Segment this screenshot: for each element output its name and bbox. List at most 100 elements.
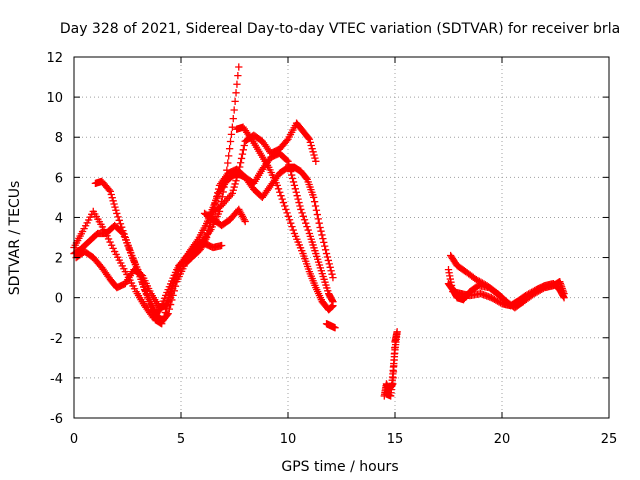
data-point — [323, 284, 331, 292]
data-point — [288, 174, 297, 183]
data-point — [274, 185, 283, 193]
data-point — [296, 202, 304, 210]
data-point — [167, 284, 176, 293]
data-point — [310, 151, 318, 159]
data-point — [283, 209, 291, 217]
data-point — [228, 189, 237, 198]
data-point — [113, 209, 121, 218]
series-pass-i — [380, 328, 401, 400]
data-point — [320, 275, 328, 283]
data-point — [316, 223, 324, 232]
data-point — [166, 287, 175, 296]
data-point — [291, 232, 300, 241]
data-point — [278, 195, 286, 203]
data-point — [325, 260, 333, 268]
data-point — [280, 202, 289, 210]
data-point — [391, 338, 399, 346]
data-point — [302, 219, 310, 227]
x-tick-label: 10 — [280, 432, 297, 447]
series-pass-g — [200, 205, 249, 230]
data-point — [323, 253, 332, 261]
data-point — [276, 188, 284, 196]
data-point — [321, 246, 330, 254]
data-point — [298, 247, 306, 255]
data-point — [233, 173, 241, 182]
data-point — [112, 206, 120, 214]
y-tick-label: -6 — [50, 412, 63, 427]
data-point — [163, 311, 171, 319]
data-point — [235, 167, 243, 175]
data-point — [304, 226, 312, 234]
data-point — [225, 145, 234, 153]
data-point — [286, 164, 294, 172]
chart-title: Day 328 of 2021, Sidereal Day-to-day VTE… — [60, 21, 620, 37]
data-point — [329, 273, 337, 282]
data-point — [164, 296, 172, 304]
x-tick-label: 25 — [601, 432, 618, 447]
data-point — [238, 150, 247, 158]
data-point — [313, 252, 321, 261]
data-point — [304, 134, 313, 142]
x-tick-label: 15 — [387, 432, 404, 447]
data-point — [314, 255, 322, 263]
y-tick-label: 6 — [55, 171, 63, 186]
data-point — [110, 200, 118, 208]
series-pass-e — [207, 119, 320, 218]
data-point — [295, 198, 303, 207]
tick-layer: 0 5 10 15 20 25 -6 -4 -2 0 2 4 6 8 10 12 — [46, 51, 617, 447]
data-point — [310, 193, 318, 202]
data-point — [118, 223, 126, 231]
data-point — [236, 163, 244, 171]
data-point — [169, 291, 177, 300]
data-point — [289, 226, 297, 234]
data-point — [503, 298, 511, 307]
data-point — [165, 305, 174, 313]
data-point — [165, 293, 173, 301]
data-point — [163, 299, 171, 307]
data-point — [108, 194, 116, 202]
data-point — [390, 350, 399, 358]
data-point — [308, 145, 316, 153]
data-point — [331, 324, 339, 332]
data-point — [285, 161, 293, 169]
data-point — [284, 212, 292, 220]
data-point — [173, 270, 181, 278]
data-point — [317, 227, 325, 235]
data-point — [322, 281, 330, 289]
series-pass-f — [232, 123, 337, 314]
data-point — [231, 97, 239, 106]
data-point — [293, 192, 301, 200]
y-tick-label: 4 — [55, 211, 63, 226]
data-point — [279, 198, 288, 207]
y-tick-label: 10 — [46, 91, 63, 106]
data-point — [232, 177, 240, 185]
data-point — [229, 114, 237, 123]
data-point — [306, 232, 314, 241]
data-point — [317, 267, 325, 275]
data-point — [106, 187, 115, 196]
data-point — [229, 186, 237, 194]
data-point — [288, 222, 296, 231]
data-point — [390, 362, 398, 370]
data-point — [287, 167, 295, 176]
data-point — [168, 281, 177, 290]
data-point — [228, 123, 237, 131]
data-point — [119, 226, 127, 235]
data-point — [560, 290, 568, 298]
y-tick-label: 2 — [55, 252, 63, 267]
data-point — [327, 267, 335, 275]
data-point — [227, 130, 236, 139]
data-point — [237, 154, 246, 163]
data-point — [224, 159, 232, 167]
data-point — [172, 273, 180, 281]
data-point — [310, 198, 319, 206]
data-point — [390, 356, 398, 364]
x-tick-label: 5 — [177, 432, 185, 447]
data-point — [290, 181, 299, 190]
data-point — [203, 230, 212, 238]
data-point — [314, 215, 322, 223]
data-point — [225, 152, 233, 160]
data-point — [298, 209, 306, 217]
grid-layer — [74, 57, 609, 418]
